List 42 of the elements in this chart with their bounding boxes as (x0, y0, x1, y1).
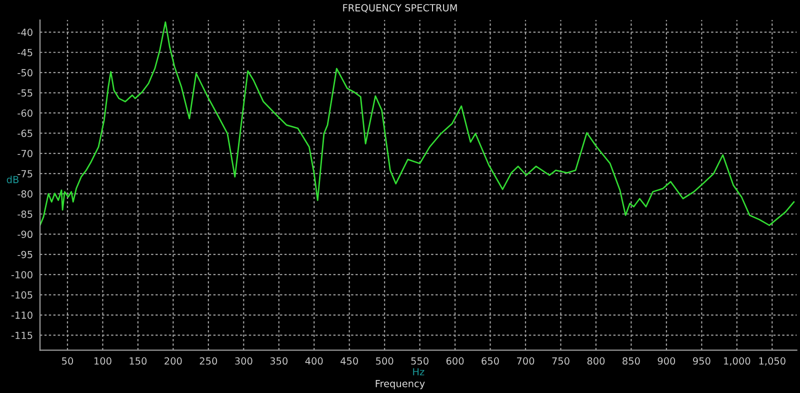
x-tick-label: 650 (482, 357, 499, 365)
x-tick-label: 850 (622, 357, 640, 365)
y-tick-label: -45 (18, 48, 32, 56)
y-tick-label: -80 (18, 190, 32, 198)
x-tick-label: 1,050 (759, 357, 786, 366)
y-tick-label: -70 (18, 150, 32, 158)
x-tick-label: 300 (235, 357, 252, 365)
text: Frequency (376, 380, 425, 390)
x-tick-label: 700 (517, 357, 534, 365)
y-tick-label: -50 (18, 69, 32, 76)
x-tick-label: 450 (340, 357, 358, 365)
chart-title: FREQUENCY SPECTRUM (343, 4, 457, 13)
x-tick-label: 600 (446, 357, 464, 365)
y-tick-label: -95 (18, 250, 32, 258)
y-tick-label: -90 (18, 230, 32, 238)
y-axis-title: dB (6, 176, 18, 184)
x-tick-label: 550 (411, 357, 428, 365)
x-tick-label: 400 (305, 357, 323, 365)
y-tick-label: -110 (11, 311, 32, 319)
x-tick-label: 150 (130, 357, 147, 365)
x-tick-label: 500 (376, 357, 394, 365)
y-tick-label: -40 (18, 28, 32, 36)
x-tick-label: 900 (658, 357, 676, 365)
y-tick-label: -100 (11, 271, 32, 278)
x-tick-label: 200 (164, 357, 182, 365)
x-tick-label: 800 (587, 357, 605, 365)
x-tick-label: 1,000 (724, 357, 750, 366)
x-tick-label: 250 (200, 357, 218, 365)
y-tick-label: -55 (18, 89, 32, 97)
x-tick-label: 100 (94, 357, 112, 365)
y-tick-label: -60 (18, 109, 32, 117)
y-tick-label: -75 (18, 170, 32, 178)
x-tick-label: 750 (552, 357, 570, 365)
x-tick-label: 50 (62, 357, 74, 365)
y-tick-label: -65 (18, 130, 32, 138)
y-tick-label: -85 (18, 210, 32, 218)
x-axis-title: Hz (413, 368, 424, 376)
y-tick-label: -115 (11, 332, 32, 340)
x-tick-label: 950 (693, 357, 710, 365)
x-tick-label: 350 (270, 357, 288, 365)
line-series (40, 21, 795, 226)
y-tick-label: -105 (11, 291, 32, 299)
